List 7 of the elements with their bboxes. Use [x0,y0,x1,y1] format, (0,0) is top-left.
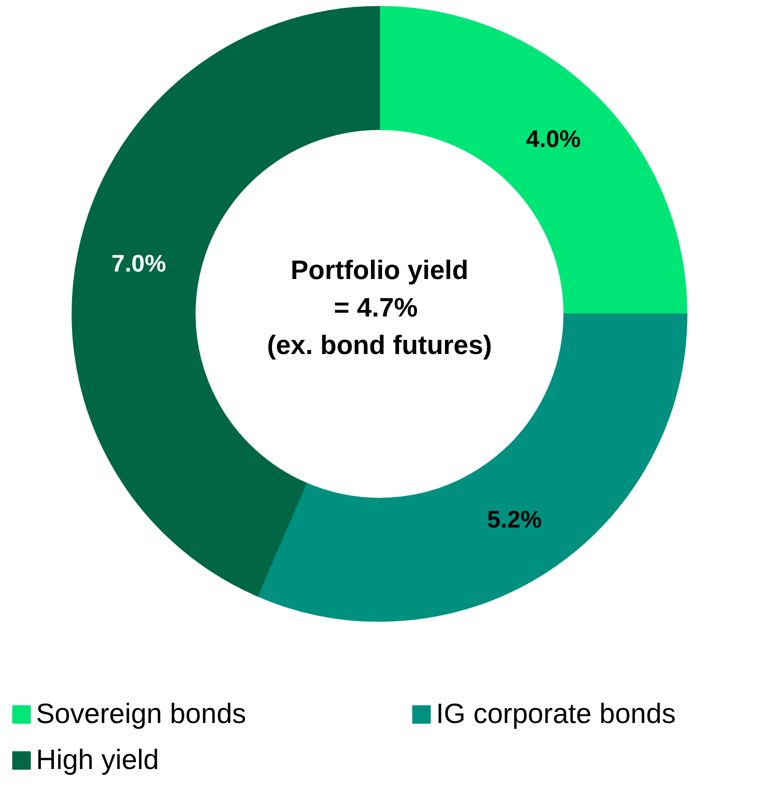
legend-label: Sovereign bonds [36,698,248,730]
legend-label: IG corporate bonds [436,698,677,730]
text: Portfolio yield = 4.7% (ex. bond futures) [266,255,492,360]
text: 5.2% [487,506,542,534]
text: 4.0% [526,126,581,153]
text: 7.0% [111,250,166,278]
legend-label: High yield [36,744,160,776]
